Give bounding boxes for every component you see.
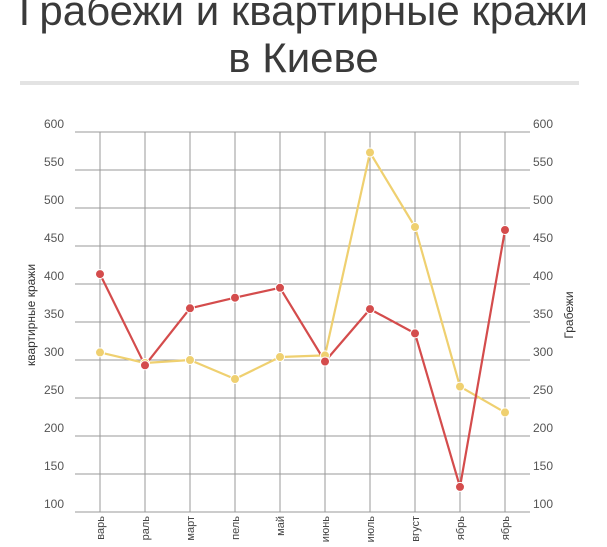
data-point-burglary	[320, 356, 330, 367]
x-axis-category-labels: варь раль март пель май июнь июль вгуст ябрь ябрь	[95, 516, 512, 543]
data-point-robbery	[410, 222, 420, 232]
data-point-burglary	[230, 292, 240, 303]
data-point-robbery	[185, 355, 195, 365]
right-y-tick-label: 400	[533, 269, 553, 283]
grid-lines	[75, 131, 530, 513]
right-y-tick-label: 150	[533, 459, 553, 473]
right-y-axis-ticks: 100 150 200 250 300 350 400 450 500 550 600	[533, 117, 553, 511]
x-category-label: раль	[140, 516, 152, 541]
data-point-robbery	[275, 352, 285, 362]
right-y-tick-label: 350	[533, 307, 553, 321]
left-y-tick-label: 450	[44, 231, 64, 245]
left-y-axis-label: квартирные кражи	[24, 264, 38, 366]
left-y-tick-label: 300	[44, 345, 64, 359]
x-category-label: ябрь	[500, 516, 512, 540]
right-y-tick-label: 300	[533, 345, 553, 359]
data-point-burglary	[185, 303, 195, 314]
left-y-tick-label: 350	[44, 307, 64, 321]
data-point-robbery	[500, 407, 510, 418]
x-category-label: вгуст	[410, 516, 422, 542]
x-category-label: июль	[365, 516, 377, 543]
left-y-tick-label: 500	[44, 193, 64, 207]
right-y-tick-label: 450	[533, 231, 553, 245]
x-category-label: июнь	[320, 516, 332, 542]
data-point-robbery	[230, 374, 240, 384]
data-point-burglary	[410, 328, 420, 339]
left-y-tick-label: 250	[44, 383, 64, 397]
chart-title-line-2: в Киеве	[228, 34, 379, 81]
data-point-burglary	[455, 481, 465, 492]
x-category-label: май	[275, 516, 287, 536]
data-point-burglary	[95, 269, 105, 280]
right-y-axis-label: Грабежи	[562, 291, 576, 338]
left-y-tick-label: 550	[44, 155, 64, 169]
left-y-tick-label: 150	[44, 459, 64, 473]
right-y-tick-label: 550	[533, 155, 553, 169]
left-y-tick-label: 600	[44, 117, 64, 131]
right-y-tick-label: 500	[533, 193, 553, 207]
x-category-label: ябрь	[455, 516, 467, 540]
left-y-tick-label: 100	[44, 497, 64, 511]
right-y-tick-label: 200	[533, 421, 553, 435]
data-point-burglary	[275, 282, 285, 293]
series-lines	[99, 151, 507, 488]
data-point-robbery	[455, 381, 465, 392]
x-category-label: пель	[230, 516, 242, 540]
series-points	[95, 147, 510, 492]
data-point-robbery	[95, 347, 105, 358]
data-point-burglary	[140, 360, 150, 371]
data-point-burglary	[365, 304, 375, 315]
data-point-robbery	[365, 147, 375, 158]
right-y-tick-label: 600	[533, 117, 553, 131]
right-y-tick-label: 100	[533, 497, 553, 511]
left-y-tick-label: 400	[44, 269, 64, 283]
series-line-burglary	[99, 229, 507, 488]
x-category-label: март	[185, 516, 197, 541]
left-y-axis-ticks: 100 150 200 250 300 350 400 450 500 550 600	[44, 117, 64, 511]
series-line-robbery	[99, 151, 506, 414]
left-y-tick-label: 200	[44, 421, 64, 435]
title-divider	[20, 81, 579, 85]
chart-title-line-1: Грабежи и квартирные кражи	[18, 0, 589, 34]
data-point-burglary	[500, 225, 510, 235]
right-y-tick-label: 250	[533, 383, 553, 397]
x-category-label: варь	[95, 516, 107, 540]
